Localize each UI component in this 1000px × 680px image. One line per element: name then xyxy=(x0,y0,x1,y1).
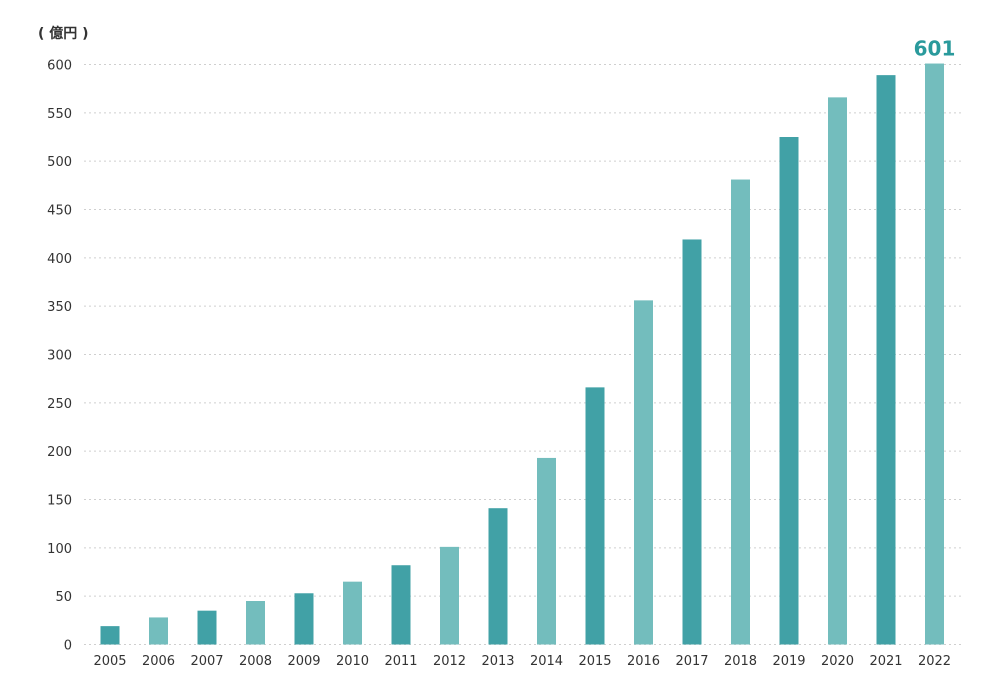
x-tick-label: 2009 xyxy=(287,654,320,669)
y-tick-label: 200 xyxy=(47,445,72,460)
y-tick-label: 500 xyxy=(47,155,72,170)
y-axis-unit-label: ( 億円 ) xyxy=(38,25,89,42)
annotations: 601 xyxy=(914,37,956,61)
bar xyxy=(149,617,168,645)
data-label: 601 xyxy=(914,37,956,61)
x-tick-label: 2015 xyxy=(578,654,611,669)
x-tick-label: 2013 xyxy=(481,654,514,669)
bar xyxy=(246,601,265,645)
x-tick-label: 2008 xyxy=(239,654,272,669)
x-tick-label: 2017 xyxy=(675,654,708,669)
bar xyxy=(731,179,750,645)
bar xyxy=(440,546,459,645)
y-tick-label: 50 xyxy=(55,590,72,605)
bar xyxy=(197,610,217,645)
bar xyxy=(682,239,702,645)
bar xyxy=(391,565,411,645)
y-tick-label: 450 xyxy=(47,204,72,219)
x-tick-label: 2014 xyxy=(530,654,563,669)
y-tick-label: 100 xyxy=(47,542,72,557)
gridlines xyxy=(84,64,962,645)
bar xyxy=(488,508,508,645)
x-tick-label: 2020 xyxy=(821,654,854,669)
bar xyxy=(100,626,120,645)
x-tick-label: 2022 xyxy=(918,654,951,669)
x-tick-label: 2016 xyxy=(627,654,660,669)
bar xyxy=(585,387,605,645)
x-tick-label: 2012 xyxy=(433,654,466,669)
y-tick-label: 0 xyxy=(64,639,72,654)
y-tick-label: 350 xyxy=(47,300,72,315)
y-tick-label: 600 xyxy=(47,59,72,74)
x-tick-label: 2005 xyxy=(93,654,126,669)
y-tick-label: 250 xyxy=(47,397,72,412)
bar xyxy=(876,75,896,645)
bar xyxy=(779,137,799,645)
bar xyxy=(634,300,653,645)
bar xyxy=(343,581,362,645)
x-tick-label: 2019 xyxy=(772,654,805,669)
bar xyxy=(537,457,556,645)
y-axis-ticks: 0 50 100 150 200 250 300 350 400 450 500 550 600 xyxy=(47,59,72,654)
bar xyxy=(828,97,847,645)
x-tick-label: 2007 xyxy=(190,654,223,669)
x-tick-label: 2006 xyxy=(142,654,175,669)
y-tick-label: 550 xyxy=(47,107,72,122)
bars xyxy=(100,63,944,645)
x-tick-label: 2018 xyxy=(724,654,757,669)
bar xyxy=(925,63,944,645)
x-tick-label: 2010 xyxy=(336,654,369,669)
x-tick-label: 2011 xyxy=(384,654,417,669)
x-axis-ticks: 2005 2006 2007 2008 2009 2010 2011 2012 2013 2014… xyxy=(93,654,951,669)
x-tick-label: 2021 xyxy=(869,654,902,669)
y-tick-label: 150 xyxy=(47,494,72,509)
bar xyxy=(294,593,314,645)
y-tick-label: 400 xyxy=(47,252,72,267)
y-tick-label: 300 xyxy=(47,349,72,364)
